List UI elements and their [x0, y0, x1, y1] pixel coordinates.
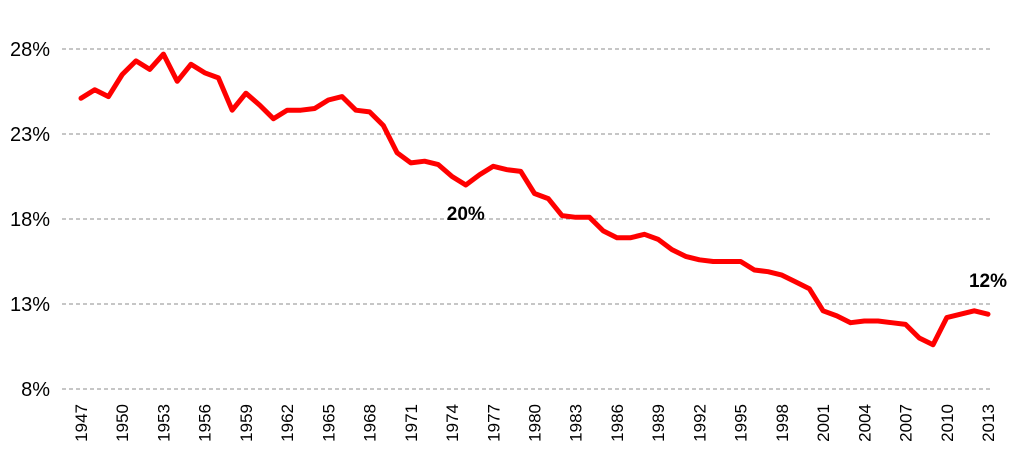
x-tick-label: 1953 — [154, 404, 173, 442]
x-tick-label: 1959 — [237, 404, 256, 442]
y-tick-label: 28% — [10, 39, 50, 61]
x-tick-label: 1956 — [196, 404, 215, 442]
data-annotation: 12% — [969, 271, 1007, 292]
x-tick-label: 2007 — [897, 404, 916, 442]
x-tick-label: 1980 — [526, 404, 545, 442]
x-tick-label: 2010 — [938, 404, 957, 442]
series-group — [78, 51, 991, 348]
x-tick-label: 1992 — [690, 404, 709, 442]
x-tick-label: 1998 — [773, 404, 792, 442]
x-tick-label: 1950 — [113, 404, 132, 442]
x-tick-label: 1983 — [567, 404, 586, 442]
series-line — [78, 51, 991, 348]
y-tick-label: 23% — [10, 124, 50, 146]
y-tick-label: 8% — [21, 379, 50, 401]
x-tick-label: 1965 — [319, 404, 338, 442]
annotations: 20% 12% — [447, 204, 1007, 292]
data-annotation: 20% — [447, 204, 485, 225]
x-tick-label: 2013 — [979, 404, 998, 442]
x-tick-label: 1989 — [649, 404, 668, 442]
x-axis: 1947 1950 1953 1956 1959 1962 1965 1968 1971 1974… — [72, 404, 998, 442]
gridlines — [62, 48, 992, 390]
y-tick-label: 18% — [10, 209, 50, 231]
x-tick-label: 2004 — [855, 404, 874, 442]
y-axis: 8% 13% 18% 23% 28% — [10, 39, 50, 401]
x-tick-label: 1974 — [443, 404, 462, 442]
y-tick-label: 13% — [10, 294, 50, 316]
x-tick-label: 1986 — [608, 404, 627, 442]
x-tick-label: 2001 — [814, 404, 833, 442]
x-tick-label: 1971 — [402, 404, 421, 442]
x-tick-label: 1962 — [278, 404, 297, 442]
x-tick-label: 1995 — [732, 404, 751, 442]
x-tick-label: 1977 — [484, 404, 503, 442]
x-tick-label: 1968 — [361, 404, 380, 442]
x-tick-label: 1947 — [72, 404, 91, 442]
